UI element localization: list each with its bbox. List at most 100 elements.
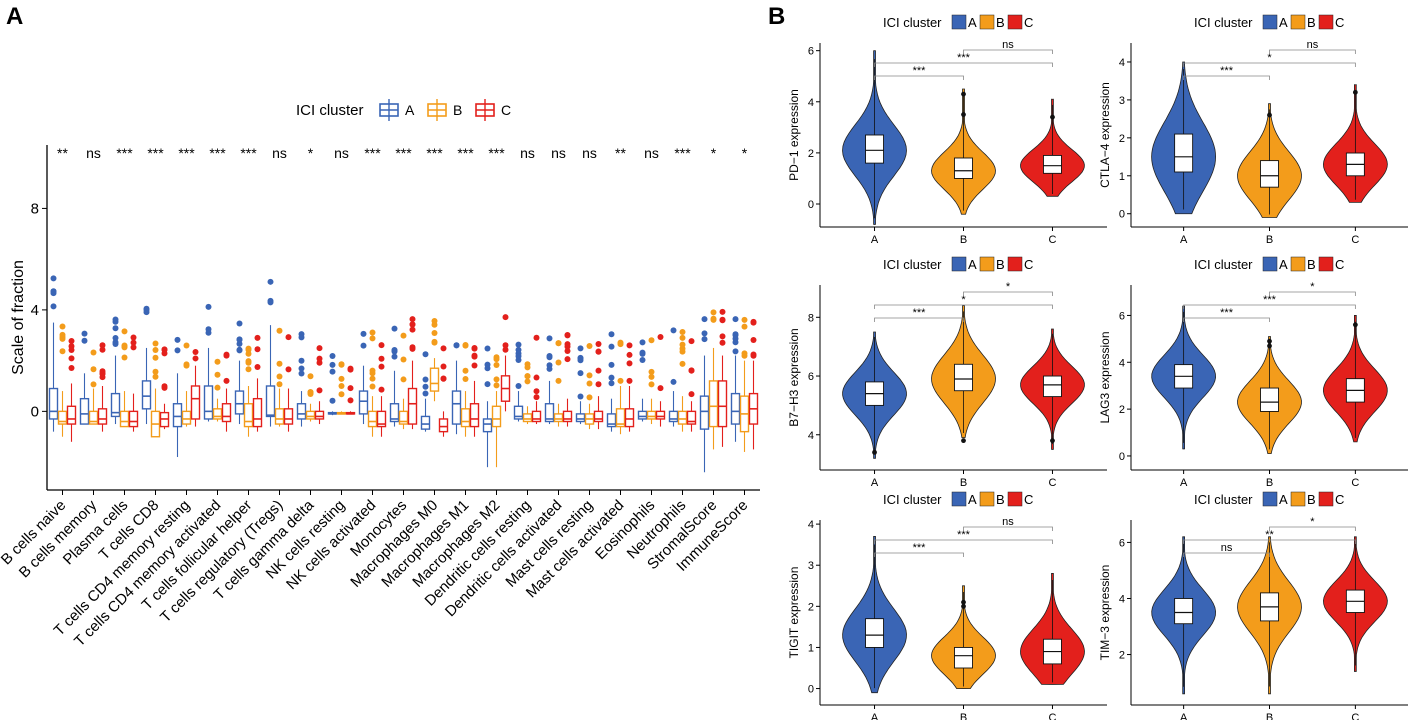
violin-A <box>842 331 907 459</box>
legend-label-C: C <box>1024 15 1033 30</box>
box-B <box>150 340 161 438</box>
box-A <box>699 316 710 473</box>
significance-label: ns <box>520 145 535 161</box>
box-A <box>389 325 400 427</box>
bracket-line <box>1183 539 1356 544</box>
violin-box <box>1174 598 1194 625</box>
x-tick-label: B <box>960 234 967 246</box>
outlier-point <box>245 346 252 353</box>
outlier-point <box>68 338 75 345</box>
outlier-point <box>639 357 646 364</box>
box-B <box>615 339 626 435</box>
box-C <box>252 334 263 432</box>
outlier-point <box>710 309 717 316</box>
bracket-line <box>963 291 1053 296</box>
box-iqr <box>234 390 245 415</box>
significance-label: *** <box>426 145 443 161</box>
outlier-point <box>453 342 460 349</box>
bracket-line <box>1183 317 1270 322</box>
outlier-point <box>493 356 500 363</box>
legend-key-A <box>1262 14 1278 30</box>
legend-label-C: C <box>1335 257 1344 272</box>
outlier-point <box>205 303 212 310</box>
box-A <box>79 330 90 425</box>
outlier-point <box>254 363 261 370</box>
outlier-point <box>422 383 429 390</box>
outlier-point <box>90 366 97 373</box>
box-C <box>314 345 325 425</box>
outlier-point <box>608 331 615 338</box>
outlier-point <box>533 394 540 401</box>
x-tick-label: C <box>1048 234 1056 246</box>
significance-label: *** <box>240 145 257 161</box>
bracket-line <box>1269 291 1356 296</box>
box-iqr <box>637 410 648 420</box>
outlier-point <box>617 339 624 346</box>
outlier-point <box>732 335 739 342</box>
y-tick-label: 4 <box>808 97 814 109</box>
outlier-point <box>440 345 447 352</box>
outlier-point <box>648 337 655 344</box>
bracket-label: * <box>961 294 966 306</box>
outlier-point <box>152 373 159 380</box>
outlier-point <box>1267 343 1272 349</box>
outlier-point <box>608 361 615 368</box>
significance-label: *** <box>395 145 412 161</box>
comparison-bracket: *** <box>874 307 964 322</box>
outlier-point <box>688 391 695 398</box>
y-tick-label: 0 <box>808 684 814 696</box>
outlier-point <box>245 359 252 366</box>
y-tick-label: 4 <box>1119 593 1125 605</box>
comparison-bracket: * <box>1269 516 1356 531</box>
outlier-point <box>254 334 261 341</box>
legend-title: ICI cluster <box>1194 257 1253 272</box>
legend-label-C: C <box>1335 15 1344 30</box>
violin-A <box>842 50 907 225</box>
y-tick-label: 2 <box>808 148 814 160</box>
outlier-point <box>68 347 75 354</box>
outlier-point <box>276 381 283 388</box>
bracket-label: *** <box>1263 294 1277 306</box>
box-B <box>57 323 68 437</box>
bracket-label: ns <box>1002 39 1014 51</box>
y-tick-label: 4 <box>1119 357 1125 369</box>
box-iqr <box>668 410 679 423</box>
outlier-point <box>639 349 646 356</box>
outlier-point <box>59 348 66 355</box>
outlier-point <box>679 341 686 348</box>
comparison-bracket: ns <box>963 516 1053 531</box>
outlier-point <box>595 340 602 347</box>
box-A <box>141 305 152 425</box>
outlier-point <box>316 359 323 366</box>
significance-label: * <box>711 145 717 161</box>
outlier-point <box>121 328 128 335</box>
box-C <box>128 334 139 432</box>
box-iqr <box>203 385 214 420</box>
outlier-point <box>267 299 274 306</box>
outlier-point <box>440 375 447 382</box>
significance-label: *** <box>209 145 226 161</box>
legend-label-A: A <box>968 492 977 507</box>
box-C <box>438 345 449 437</box>
panel-label-a: A <box>6 3 23 30</box>
comparison-bracket: ns <box>1269 39 1356 54</box>
outlier-point <box>298 357 305 364</box>
box-B <box>708 309 719 450</box>
outlier-point <box>533 374 540 381</box>
outlier-point <box>493 362 500 369</box>
outlier-point <box>546 353 553 360</box>
legend-label-B: B <box>1307 257 1316 272</box>
bracket-line <box>874 304 1053 309</box>
outlier-point <box>347 385 354 392</box>
outlier-point <box>608 374 615 381</box>
significance-label: *** <box>488 145 505 161</box>
y-tick-label: 2 <box>1119 133 1125 145</box>
y-tick-label: 2 <box>808 601 814 613</box>
x-tick-label: A <box>871 234 879 246</box>
significance-label: *** <box>457 145 474 161</box>
outlier-point <box>626 342 633 349</box>
outlier-point <box>298 365 305 372</box>
outlier-point <box>161 383 168 390</box>
legend-key-A <box>951 491 967 507</box>
